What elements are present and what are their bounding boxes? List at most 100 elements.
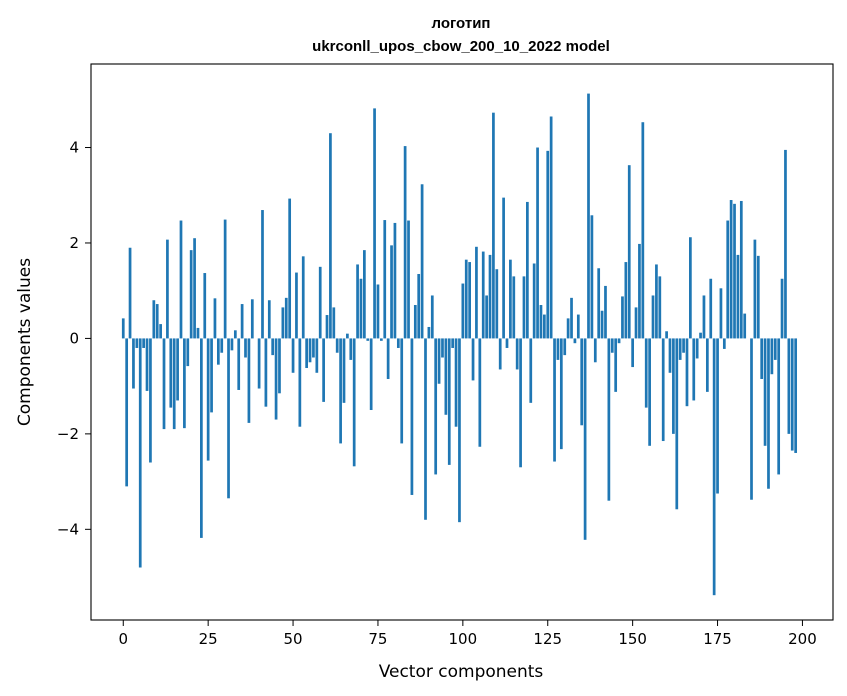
bar (196, 327, 200, 339)
bar (169, 338, 173, 408)
bar (502, 197, 505, 339)
bar (128, 247, 132, 339)
bar (135, 338, 139, 348)
bar (315, 338, 319, 373)
bar (590, 215, 594, 339)
bar (274, 338, 278, 420)
bars-group (121, 93, 798, 596)
bar (417, 273, 421, 339)
x-tick-label: 150 (618, 630, 647, 648)
bar (777, 338, 781, 475)
y-axis-label: Components values (15, 258, 35, 426)
bar (695, 338, 699, 359)
x-axis-label: Vector components (379, 662, 544, 682)
bar (505, 338, 509, 348)
bar (233, 330, 237, 339)
bar (138, 338, 142, 568)
bar (644, 338, 648, 408)
bar (281, 307, 285, 339)
bar (142, 338, 145, 348)
bar (702, 295, 706, 339)
bar (447, 338, 451, 465)
bar (515, 338, 519, 370)
bar (627, 165, 631, 339)
bar (481, 251, 485, 339)
bar (237, 338, 241, 390)
bar (240, 304, 244, 339)
bar (413, 305, 417, 339)
bar (689, 237, 692, 339)
bar (149, 338, 152, 463)
bar (743, 313, 747, 339)
bar (485, 295, 488, 339)
bar (600, 310, 604, 339)
bar (631, 338, 634, 368)
bar (410, 338, 414, 495)
y-tick-label: −2 (57, 425, 79, 443)
bar (250, 299, 254, 339)
bar (495, 269, 499, 339)
bar (546, 150, 550, 339)
bar (172, 338, 176, 430)
bar (261, 210, 264, 339)
y-tick-label: 2 (69, 234, 79, 252)
bar (549, 116, 553, 339)
bar (295, 272, 298, 339)
bar (430, 295, 434, 339)
bar (420, 184, 424, 339)
bar (712, 338, 716, 596)
bar (152, 300, 156, 339)
bar (386, 338, 390, 379)
bar (763, 338, 767, 446)
bar (464, 259, 468, 339)
bar (396, 338, 400, 348)
bar (325, 315, 329, 339)
bar (210, 338, 213, 413)
bar (312, 338, 315, 358)
bar (529, 338, 533, 403)
bar (553, 338, 556, 462)
bar (556, 338, 560, 360)
bar (790, 338, 794, 451)
bar (753, 239, 757, 339)
bar (587, 93, 590, 339)
x-tick-label: 200 (788, 630, 817, 648)
bar (247, 338, 251, 423)
x-tick-label: 50 (284, 630, 303, 648)
bar (390, 245, 393, 339)
bar (434, 338, 438, 475)
bar (709, 278, 713, 339)
bar (176, 338, 179, 401)
bar (519, 338, 522, 468)
bar (166, 239, 169, 339)
bar (658, 276, 662, 339)
bar (454, 338, 458, 427)
bar (308, 338, 312, 363)
bar (145, 338, 149, 391)
bar (597, 268, 601, 339)
bar (203, 273, 207, 339)
bar (488, 254, 492, 339)
bar (335, 338, 339, 353)
bar (685, 338, 689, 407)
bar (532, 263, 536, 339)
bar (329, 133, 332, 339)
bar (339, 338, 342, 444)
bar (346, 333, 349, 339)
bar (352, 338, 356, 467)
y-tick-label: 0 (69, 329, 79, 347)
bar (206, 338, 210, 461)
bar (471, 338, 475, 381)
bar (539, 305, 543, 339)
bar (617, 338, 621, 344)
bar (318, 266, 322, 339)
bar (468, 262, 471, 339)
bar (675, 338, 679, 510)
bar (179, 220, 183, 339)
bar (284, 297, 288, 339)
bar (379, 338, 383, 341)
bar (278, 338, 281, 394)
bar (682, 338, 685, 353)
bar (342, 338, 346, 403)
bar (641, 122, 645, 339)
